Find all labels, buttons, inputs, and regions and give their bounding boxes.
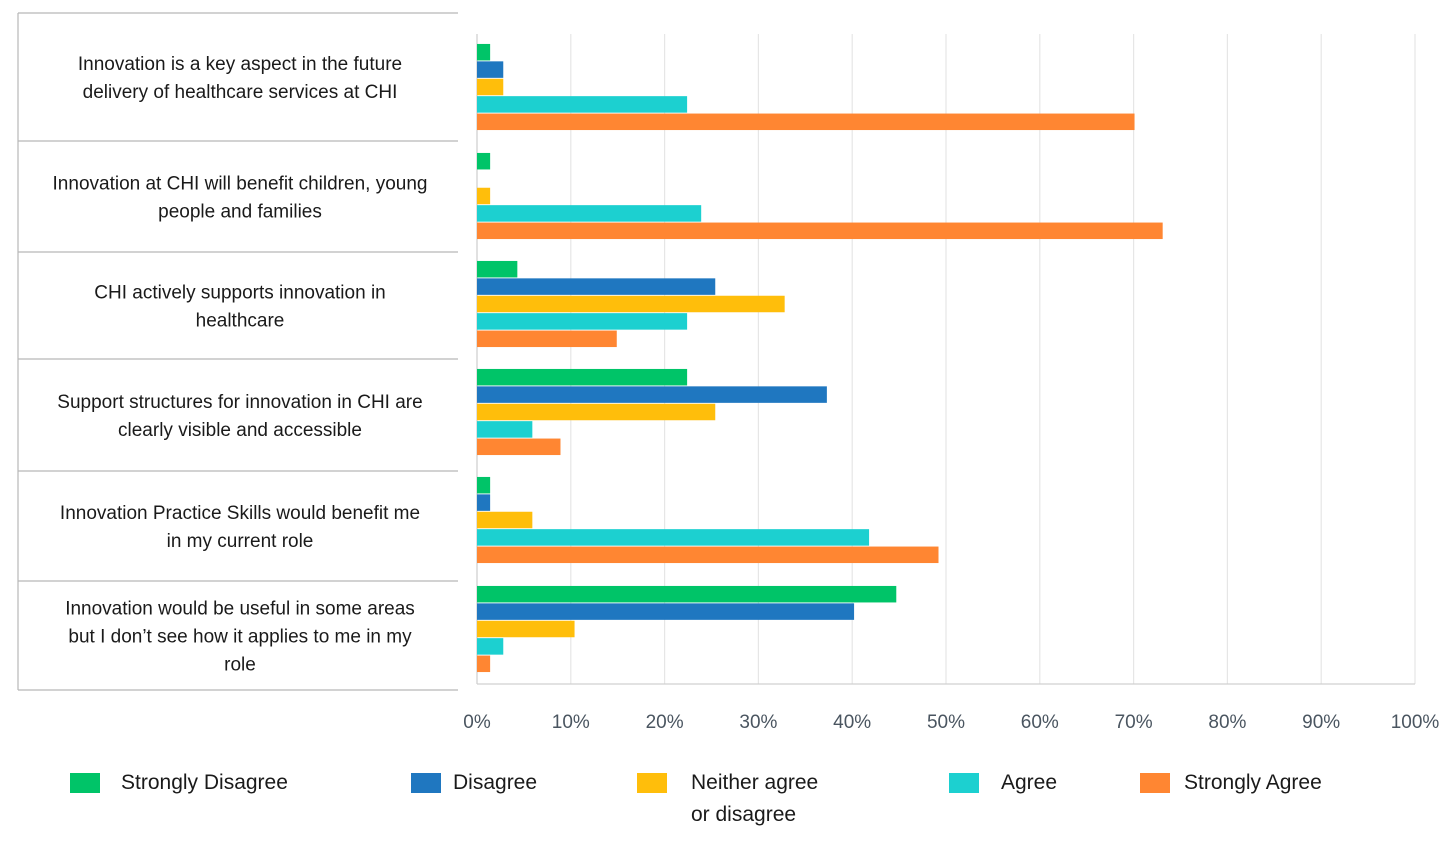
bar-strongly-disagree-2	[477, 260, 518, 278]
x-tick-label: 60%	[1021, 712, 1059, 733]
bar-neither-agree-or-disagree-2	[477, 295, 785, 313]
legend-label: Strongly Agree	[1184, 771, 1322, 794]
x-axis-ticks: 0% 10% 20% 30% 40% 50% 60% 70% 80% 90% 100%	[463, 712, 1439, 733]
category-label-line: CHI actively supports innovation in	[94, 283, 385, 304]
category-label-line: but I don’t see how it applies to me in …	[68, 627, 412, 648]
legend-item: Neither agree or disagree	[637, 771, 818, 826]
category-label: Innovation would be useful in some areas…	[65, 599, 415, 676]
legend-swatch	[411, 773, 441, 793]
bar-agree-2	[477, 313, 688, 330]
bar-agree-5	[477, 638, 504, 655]
legend-swatch	[949, 773, 979, 793]
category-label: Innovation Practice Skills would benefit…	[60, 503, 420, 552]
legend-label-line: Disagree	[453, 771, 537, 794]
legend-item: Agree	[949, 771, 1057, 794]
bar-strongly-agree-1	[477, 222, 1163, 240]
bar-strongly-agree-0	[477, 113, 1135, 131]
legend-item: Strongly Agree	[1140, 771, 1322, 794]
bar-agree-4	[477, 529, 870, 546]
legend-label-line: Agree	[1001, 771, 1057, 794]
category-label-line: Innovation at CHI will benefit children,…	[53, 174, 428, 195]
bar-disagree-4	[477, 494, 491, 511]
bar-disagree-3	[477, 386, 827, 403]
x-tick-label: 70%	[1115, 712, 1153, 733]
bar-neither-agree-or-disagree-1	[477, 187, 491, 205]
x-tick-label: 20%	[646, 712, 684, 733]
bar-neither-agree-or-disagree-5	[477, 620, 575, 638]
legend-label-line: or disagree	[691, 803, 796, 826]
bar-disagree-5	[477, 603, 855, 620]
x-tick-label: 80%	[1208, 712, 1246, 733]
category-label-line: Support structures for innovation in CHI…	[57, 392, 422, 413]
bar-agree-1	[477, 205, 702, 222]
legend-item: Disagree	[411, 771, 537, 794]
legend-label-line: Strongly Disagree	[121, 771, 288, 794]
bar-agree-3	[477, 421, 533, 438]
bar-strongly-agree-4	[477, 546, 939, 564]
category-label: Support structures for innovation in CHI…	[57, 392, 422, 441]
grid-lines	[476, 34, 1416, 685]
bars	[477, 43, 1163, 673]
bar-disagree-2	[477, 278, 716, 295]
legend-label-line: Neither agree	[691, 771, 818, 794]
legend-label-line: Strongly Agree	[1184, 771, 1322, 794]
bar-strongly-disagree-4	[477, 476, 491, 494]
bar-neither-agree-or-disagree-0	[477, 78, 504, 96]
category-label-line: Innovation Practice Skills would benefit…	[60, 503, 420, 524]
category-label: Innovation is a key aspect in the future…	[78, 54, 402, 103]
legend-swatch	[637, 773, 667, 793]
bar-strongly-disagree-1	[477, 152, 491, 170]
x-tick-label: 50%	[927, 712, 965, 733]
legend-item: Strongly Disagree	[70, 771, 288, 794]
bar-strongly-disagree-5	[477, 585, 897, 603]
legend: Strongly Disagree Disagree Neither agree or…	[70, 771, 1322, 826]
category-label-line: in my current role	[167, 531, 314, 552]
bar-neither-agree-or-disagree-3	[477, 403, 716, 421]
bar-disagree-0	[477, 61, 504, 78]
category-label: CHI actively supports innovation in healt…	[94, 283, 385, 332]
bar-strongly-disagree-0	[477, 43, 491, 61]
category-label-line: clearly visible and accessible	[118, 420, 362, 441]
bar-strongly-agree-5	[477, 655, 491, 673]
category-label: Innovation at CHI will benefit children,…	[53, 174, 428, 223]
legend-swatch	[70, 773, 100, 793]
bar-agree-0	[477, 96, 688, 113]
legend-label: Strongly Disagree	[121, 771, 288, 794]
legend-label: Disagree	[453, 771, 537, 794]
x-tick-label: 0%	[463, 712, 491, 733]
x-tick-label: 10%	[552, 712, 590, 733]
category-label-line: delivery of healthcare services at CHI	[83, 82, 398, 103]
x-tick-label: 30%	[739, 712, 777, 733]
category-rows: Innovation is a key aspect in the future…	[17, 12, 458, 691]
x-tick-label: 100%	[1391, 712, 1440, 733]
legend-label: Neither agree or disagree	[691, 771, 818, 826]
category-label-line: healthcare	[196, 311, 285, 332]
legend-label: Agree	[1001, 771, 1057, 794]
x-tick-label: 90%	[1302, 712, 1340, 733]
category-label-line: role	[224, 655, 256, 676]
category-label-line: Innovation would be useful in some areas	[65, 599, 415, 620]
legend-swatch	[1140, 773, 1170, 793]
category-label-line: people and families	[158, 202, 322, 223]
category-label-line: Innovation is a key aspect in the future	[78, 54, 402, 75]
x-tick-label: 40%	[833, 712, 871, 733]
bar-strongly-agree-2	[477, 330, 617, 348]
bar-strongly-disagree-3	[477, 368, 688, 386]
bar-neither-agree-or-disagree-4	[477, 511, 533, 529]
bar-strongly-agree-3	[477, 438, 561, 456]
